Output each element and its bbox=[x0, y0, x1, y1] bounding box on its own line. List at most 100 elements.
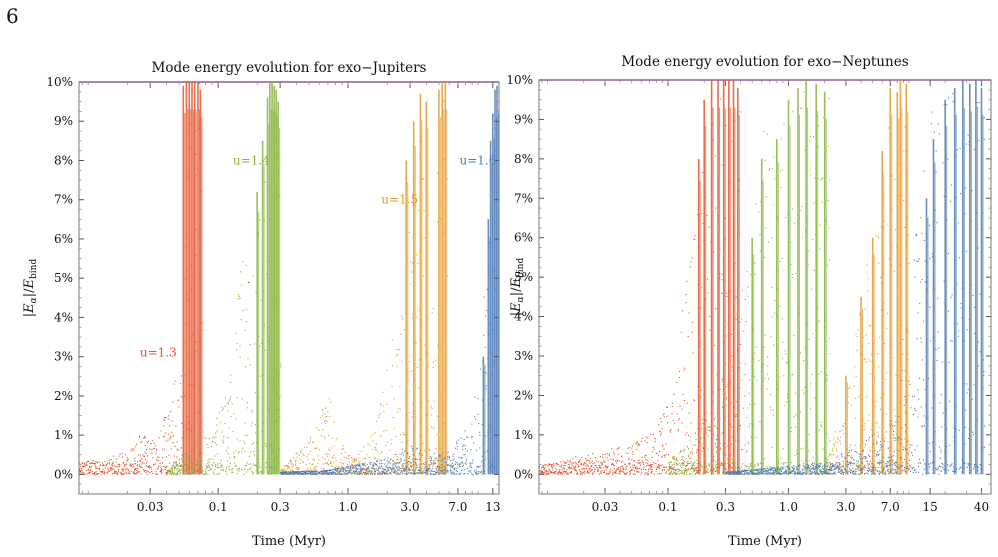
data-point bbox=[604, 461, 606, 463]
data-point bbox=[403, 329, 405, 331]
data-point bbox=[310, 472, 312, 474]
data-point bbox=[433, 361, 435, 363]
data-point bbox=[377, 473, 379, 475]
data-point bbox=[379, 459, 381, 461]
data-point bbox=[322, 409, 324, 411]
data-point bbox=[699, 441, 701, 443]
data-point bbox=[163, 465, 165, 467]
data-point bbox=[391, 469, 393, 471]
data-point bbox=[310, 470, 312, 472]
data-point bbox=[713, 460, 715, 462]
data-point bbox=[303, 471, 305, 473]
data-point bbox=[136, 467, 138, 469]
data-point bbox=[615, 472, 617, 474]
data-point bbox=[668, 469, 670, 471]
data-point bbox=[483, 334, 485, 336]
data-point bbox=[779, 473, 781, 475]
data-point bbox=[855, 463, 857, 465]
data-point bbox=[385, 469, 387, 471]
data-point bbox=[109, 469, 111, 471]
data-point bbox=[315, 469, 317, 471]
data-point bbox=[312, 441, 314, 443]
data-point bbox=[548, 464, 551, 466]
data-point bbox=[629, 462, 631, 464]
data-point bbox=[296, 471, 298, 473]
data-point bbox=[811, 467, 813, 470]
data-point bbox=[689, 462, 691, 464]
data-point bbox=[239, 440, 241, 442]
data-point bbox=[124, 472, 126, 474]
data-point bbox=[180, 465, 182, 467]
data-point bbox=[849, 444, 851, 446]
data-point bbox=[718, 440, 720, 442]
data-point bbox=[408, 470, 410, 472]
data-point bbox=[594, 464, 596, 466]
data-point bbox=[312, 471, 314, 473]
data-point bbox=[106, 472, 108, 474]
data-point bbox=[302, 453, 304, 455]
data-point bbox=[358, 473, 360, 475]
data-point bbox=[806, 463, 808, 465]
data-point bbox=[392, 468, 394, 470]
data-point bbox=[809, 473, 811, 475]
data-point bbox=[441, 458, 443, 460]
data-point bbox=[735, 414, 737, 416]
data-point bbox=[796, 468, 798, 470]
series-annotation-u15: u=1.5 bbox=[381, 193, 418, 207]
data-point bbox=[584, 463, 587, 465]
data-point bbox=[746, 417, 748, 419]
data-point bbox=[350, 463, 352, 465]
data-point bbox=[471, 423, 473, 425]
data-point bbox=[377, 470, 379, 472]
data-point bbox=[775, 468, 777, 470]
data-point bbox=[726, 445, 728, 447]
data-point bbox=[373, 465, 375, 467]
data-point bbox=[621, 465, 623, 467]
data-point bbox=[114, 465, 116, 467]
data-point bbox=[409, 462, 411, 464]
data-point bbox=[449, 469, 451, 471]
data-point bbox=[833, 467, 835, 469]
data-point bbox=[375, 464, 377, 466]
data-point bbox=[456, 467, 458, 470]
data-point bbox=[360, 467, 362, 469]
data-point bbox=[375, 449, 377, 451]
data-point bbox=[401, 464, 403, 466]
data-point bbox=[771, 472, 773, 474]
data-point bbox=[384, 472, 386, 474]
data-point bbox=[319, 472, 321, 474]
data-point bbox=[125, 467, 127, 469]
data-point bbox=[453, 468, 455, 470]
data-point bbox=[862, 467, 864, 469]
data-point bbox=[192, 468, 194, 470]
data-point bbox=[200, 469, 202, 471]
data-point bbox=[725, 124, 727, 126]
data-point bbox=[767, 356, 769, 358]
data-point bbox=[351, 459, 353, 461]
data-point bbox=[818, 463, 820, 465]
data-point bbox=[404, 450, 406, 452]
data-point bbox=[101, 471, 103, 473]
data-point bbox=[325, 462, 327, 464]
data-point bbox=[174, 469, 176, 471]
data-point bbox=[705, 432, 707, 434]
data-point bbox=[715, 446, 717, 448]
data-point bbox=[664, 466, 666, 468]
data-point bbox=[618, 446, 620, 448]
data-point bbox=[155, 471, 157, 473]
data-point bbox=[140, 441, 142, 443]
data-point bbox=[306, 470, 308, 472]
data-point bbox=[784, 473, 786, 475]
data-point bbox=[381, 473, 383, 475]
data-point bbox=[250, 451, 252, 453]
data-point bbox=[733, 471, 735, 473]
data-point bbox=[327, 462, 329, 464]
data-point bbox=[408, 460, 410, 462]
data-point bbox=[246, 462, 248, 464]
data-point bbox=[428, 365, 430, 367]
data-point bbox=[752, 470, 754, 472]
data-point bbox=[883, 226, 885, 228]
data-point bbox=[408, 412, 410, 414]
data-point bbox=[402, 465, 404, 467]
data-point bbox=[855, 375, 857, 377]
